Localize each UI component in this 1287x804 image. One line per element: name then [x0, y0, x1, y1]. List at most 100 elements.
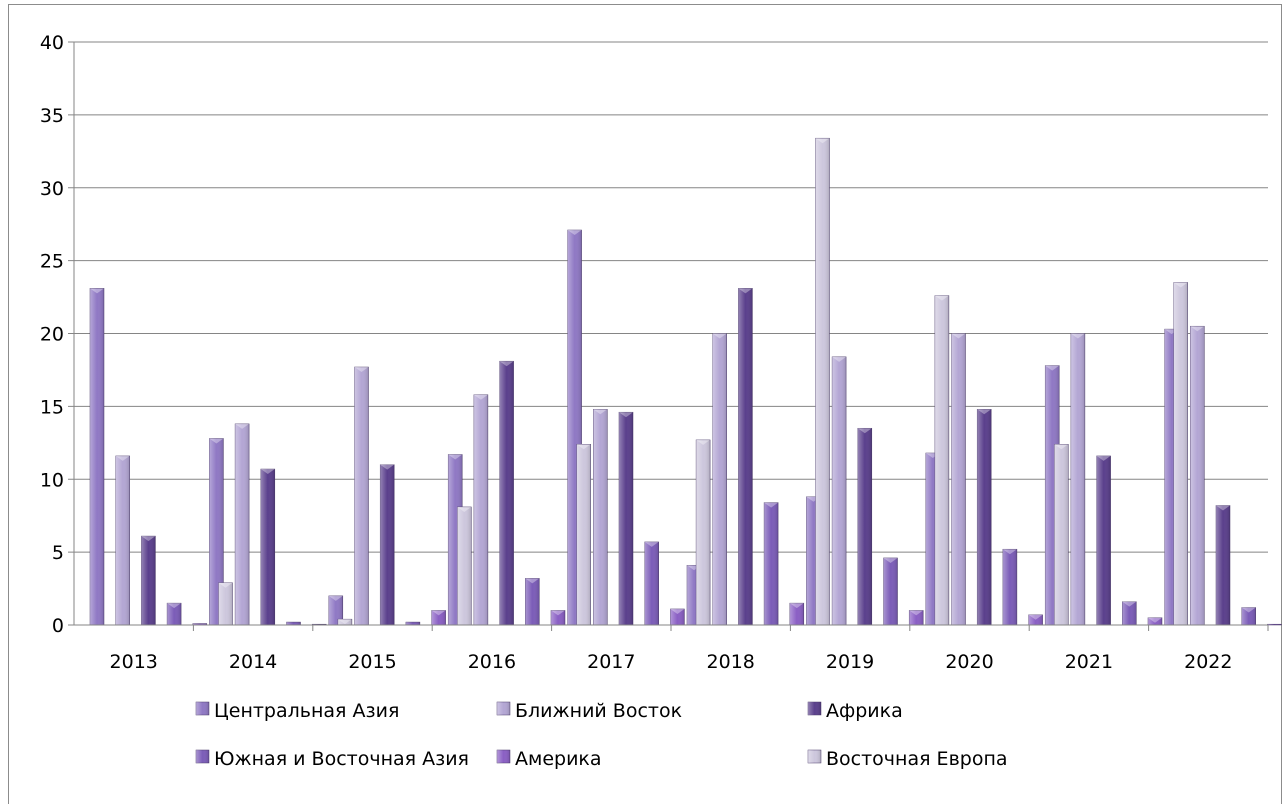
bar-cap	[115, 455, 130, 461]
x-tick-label: 2020	[945, 651, 993, 673]
bar-cap	[218, 582, 233, 588]
x-tick-label: 2014	[229, 651, 277, 673]
bar-cap	[593, 409, 608, 415]
y-tick-label: 40	[40, 32, 64, 54]
bar-shade	[1070, 333, 1085, 625]
bar-cap	[1190, 326, 1205, 332]
bar-cap	[832, 356, 847, 362]
bar-shade	[525, 578, 540, 625]
bar-cap	[1028, 614, 1043, 620]
bar-shade	[619, 412, 633, 625]
legend-label: Восточная Европа	[826, 748, 1008, 770]
bar-cap	[934, 295, 949, 301]
bar-shade	[1148, 617, 1162, 625]
bar-shade	[815, 138, 830, 625]
x-axis-ticks: 2013 2014 2015 2016 2017 2018 2019 2020 2021 2022	[74, 624, 1269, 673]
legend-swatch-shade	[196, 750, 209, 763]
bar-cap	[1122, 601, 1137, 607]
y-tick-label: 35	[40, 105, 64, 127]
bar-cap	[457, 506, 472, 512]
bar-shade	[167, 603, 182, 625]
bar-shade	[115, 455, 130, 625]
bar-cap	[712, 333, 727, 339]
bar-shade	[977, 409, 992, 625]
legend-label: Центральная Азия	[214, 700, 399, 722]
bar-shade	[551, 610, 565, 625]
bar-cap	[1173, 282, 1188, 288]
x-tick-label: 2019	[826, 651, 874, 673]
bar-shade	[209, 438, 224, 625]
bar-cap	[738, 288, 753, 294]
chart-frame	[8, 4, 1282, 804]
bar-shade	[951, 333, 966, 625]
bar-shade	[576, 444, 591, 625]
bar-cap	[789, 603, 804, 609]
legend-item: Центральная Азия	[195, 700, 399, 722]
bar-shade	[354, 367, 369, 625]
bar-shade	[934, 295, 949, 625]
bar-shade	[1122, 601, 1137, 625]
bar-shade	[764, 502, 779, 625]
bar-shade	[141, 536, 156, 625]
bar-shade	[1002, 549, 1017, 625]
bar-shade	[712, 333, 727, 625]
bar-shade	[857, 428, 872, 625]
bar-shade	[909, 610, 924, 625]
bar-shade	[593, 409, 608, 625]
bar-cap	[619, 412, 633, 418]
bar-shade	[1054, 444, 1069, 625]
bar-cap	[209, 438, 224, 444]
bar-cap	[764, 502, 779, 508]
x-tick-label: 2016	[468, 651, 516, 673]
x-tick-label: 2013	[110, 651, 158, 673]
bar-shade	[789, 603, 804, 625]
bar-shade	[457, 506, 472, 625]
legend-item: Восточная Европа	[807, 748, 1008, 770]
bar-cap	[1216, 505, 1230, 511]
y-tick-label: 30	[40, 178, 64, 200]
bar-cap	[815, 138, 830, 144]
bar-cap	[473, 394, 488, 400]
legend-item: Африка	[807, 700, 903, 722]
bar-shade	[218, 582, 233, 625]
bar-cap	[448, 454, 463, 460]
bar-cap	[525, 578, 540, 584]
bar-shade	[670, 608, 685, 625]
bar-cap	[499, 361, 514, 367]
bar-cap	[883, 557, 898, 563]
bar-cap	[328, 595, 343, 601]
bar-cap	[670, 608, 685, 614]
legend-swatch-shade	[497, 702, 510, 715]
bar-cap	[567, 230, 582, 236]
y-axis-ticks: 0 5 10 15 20 25 30 35 40	[40, 32, 64, 637]
bar-shade	[235, 423, 250, 625]
bar-shade	[1190, 326, 1205, 625]
legend-label: Африка	[826, 700, 903, 722]
x-tick-label: 2017	[587, 651, 635, 673]
bar-cap	[1070, 333, 1085, 339]
bar-cap	[337, 619, 352, 625]
y-tick-label: 5	[52, 542, 64, 564]
legend-label: Ближний Восток	[515, 700, 682, 722]
bar-cap	[909, 610, 924, 616]
bar-cap	[1096, 455, 1111, 461]
x-tick-label: 2021	[1065, 651, 1113, 673]
bar-shade	[738, 288, 753, 625]
bars	[89, 137, 1282, 626]
legend-swatch-shade	[808, 702, 821, 715]
x-tick-label: 2015	[348, 651, 396, 673]
bar-shade	[832, 356, 847, 625]
legend-swatch-shade	[497, 750, 510, 763]
bar-shade	[696, 439, 711, 625]
bar-shade	[1096, 455, 1111, 625]
bar-shade	[260, 469, 275, 625]
bar-shade	[380, 464, 395, 625]
bar-cap	[857, 428, 872, 434]
bar-cap	[167, 603, 182, 609]
y-tick-label: 20	[40, 324, 64, 346]
bar-shade	[431, 610, 446, 625]
bar-shade	[644, 541, 659, 625]
legend-item: Ближний Восток	[496, 700, 682, 722]
bar-cap	[354, 367, 369, 373]
